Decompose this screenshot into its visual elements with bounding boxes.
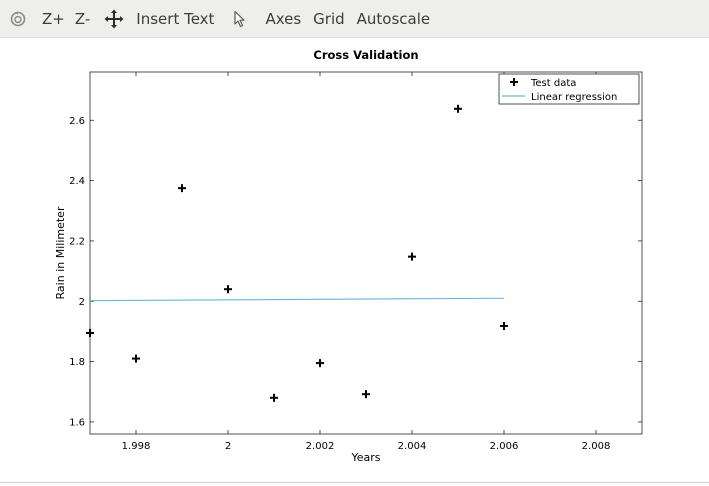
grid-button[interactable]: Grid [313, 9, 345, 28]
rotate-icon [10, 11, 26, 26]
chart-title: Cross Validation [313, 48, 418, 62]
toolbar: Z+ Z- Insert Text Axes Grid Autoscale [0, 0, 709, 38]
axes-button[interactable]: Axes [265, 9, 302, 28]
legend-label-linear-regression: Linear regression [531, 92, 617, 103]
axes-box [89, 71, 643, 435]
x-tick-label: 2.006 [490, 441, 519, 452]
data-point [454, 104, 462, 113]
x-tick-label: 2.008 [582, 441, 611, 452]
x-axis-ticks: 1.998 2 2.002 2.004 2.006 2.008 [122, 72, 611, 452]
y-tick-label: 2 [79, 297, 85, 308]
data-point [316, 359, 324, 368]
x-tick-label: 2 [225, 441, 231, 452]
x-tick-label: 1.998 [122, 441, 151, 452]
y-axis-label: Rain in Milimeter [54, 206, 67, 299]
series-layer [86, 104, 508, 402]
y-tick-label: 2.2 [69, 236, 85, 247]
data-point [224, 285, 232, 294]
select-tool-button[interactable] [228, 4, 252, 34]
rotate-tool-button[interactable] [6, 4, 30, 34]
y-axis-ticks: 1.6 1.8 2 2.2 2.4 2.6 [69, 116, 642, 428]
x-axis-label: Years [350, 451, 380, 464]
data-point [178, 184, 186, 193]
pointer-icon [234, 10, 246, 27]
plot-area: Cross Validation 1.998 2 2.002 2.004 2.006 2.… [0, 38, 709, 482]
zoom-in-button[interactable]: Z+ [42, 9, 65, 28]
legend-label-test-data: Test data [530, 78, 576, 89]
pan-tool-button[interactable] [102, 4, 126, 34]
regression-line [89, 297, 505, 302]
x-tick-label: 2.002 [306, 441, 335, 452]
y-tick-label: 2.6 [69, 116, 85, 127]
data-point [500, 322, 508, 331]
x-tick-label: 2.004 [398, 441, 427, 452]
y-tick-label: 2.4 [69, 176, 85, 187]
bottom-border [0, 482, 709, 483]
data-point [86, 328, 94, 337]
insert-text-button[interactable]: Insert Text [136, 9, 215, 28]
data-point [362, 390, 370, 399]
legend-marker-test-data [510, 78, 518, 86]
autoscale-button[interactable]: Autoscale [356, 9, 431, 28]
move-icon [104, 9, 124, 28]
y-tick-label: 1.8 [69, 357, 85, 368]
chart[interactable]: Cross Validation 1.998 2 2.002 2.004 2.006 2.… [0, 38, 709, 482]
data-point [270, 393, 278, 402]
zoom-out-button[interactable]: Z- [74, 9, 91, 28]
legend-box [498, 73, 640, 105]
data-point [132, 354, 140, 363]
y-tick-label: 1.6 [69, 417, 85, 428]
data-point [408, 252, 416, 261]
legend: Test data Linear regression [498, 73, 640, 105]
